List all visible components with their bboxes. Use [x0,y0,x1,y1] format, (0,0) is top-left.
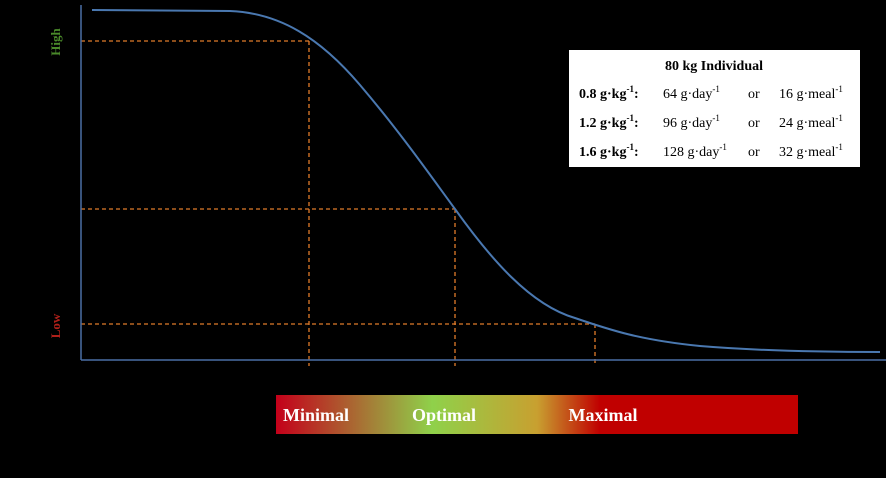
table-title: 80 kg Individual [665,59,763,74]
table-cell: or [748,145,760,160]
cell-text: or [748,116,760,131]
curve [91,9,881,353]
separator: : [634,116,639,131]
table-cell: 128 g·day-1 [663,142,727,160]
cell-text: 16 g·meal [779,87,835,102]
superscript: -1 [719,142,727,152]
superscript: -1 [835,142,843,152]
scale-label: Optimal [412,405,476,425]
separator: : [634,87,639,102]
table-cell: 32 g·meal-1 [779,142,843,160]
table-cell: 64 g·day-1 [663,84,720,102]
superscript: -1 [712,113,720,123]
separator: : [634,145,639,160]
cell-text: 32 g·meal [779,145,835,160]
table-cell: 1.6 g·kg-1: [579,142,639,160]
cell-text: 1.6 g·kg [579,145,626,160]
guides [81,40,596,366]
table-box [569,50,860,167]
superscript: -1 [712,84,720,94]
superscript: -1 [835,113,843,123]
superscript: -1 [626,142,634,152]
superscript: -1 [626,113,634,123]
cell-text: 96 g·day [663,116,712,131]
cell-text: 1.2 g·kg [579,116,626,131]
cell-text: 0.8 g·kg [579,87,626,102]
scale-bar [276,395,798,434]
table-cell: 16 g·meal-1 [779,84,843,102]
table-cell: 96 g·day-1 [663,113,720,131]
superscript: -1 [626,84,634,94]
scale-label: Maximal [569,405,638,425]
table: 80 kg Individual 0.8 g·kg-1: 64 g·day-1 or… [569,50,860,167]
cell-text: 24 g·meal [779,116,835,131]
cell-text: 128 g·day [663,145,719,160]
axes [80,5,886,361]
cell-text: or [748,87,760,102]
table-cell: or [748,116,760,131]
y-high-label: High [48,28,63,56]
table-cell: or [748,87,760,102]
table-cell: 1.2 g·kg-1: [579,113,639,131]
cell-text: 64 g·day [663,87,712,102]
y-low-label: Low [48,313,63,338]
cell-text: or [748,145,760,160]
superscript: -1 [835,84,843,94]
scale-label: Minimal [283,405,349,425]
table-cell: 24 g·meal-1 [779,113,843,131]
table-cell: 0.8 g·kg-1: [579,84,639,102]
